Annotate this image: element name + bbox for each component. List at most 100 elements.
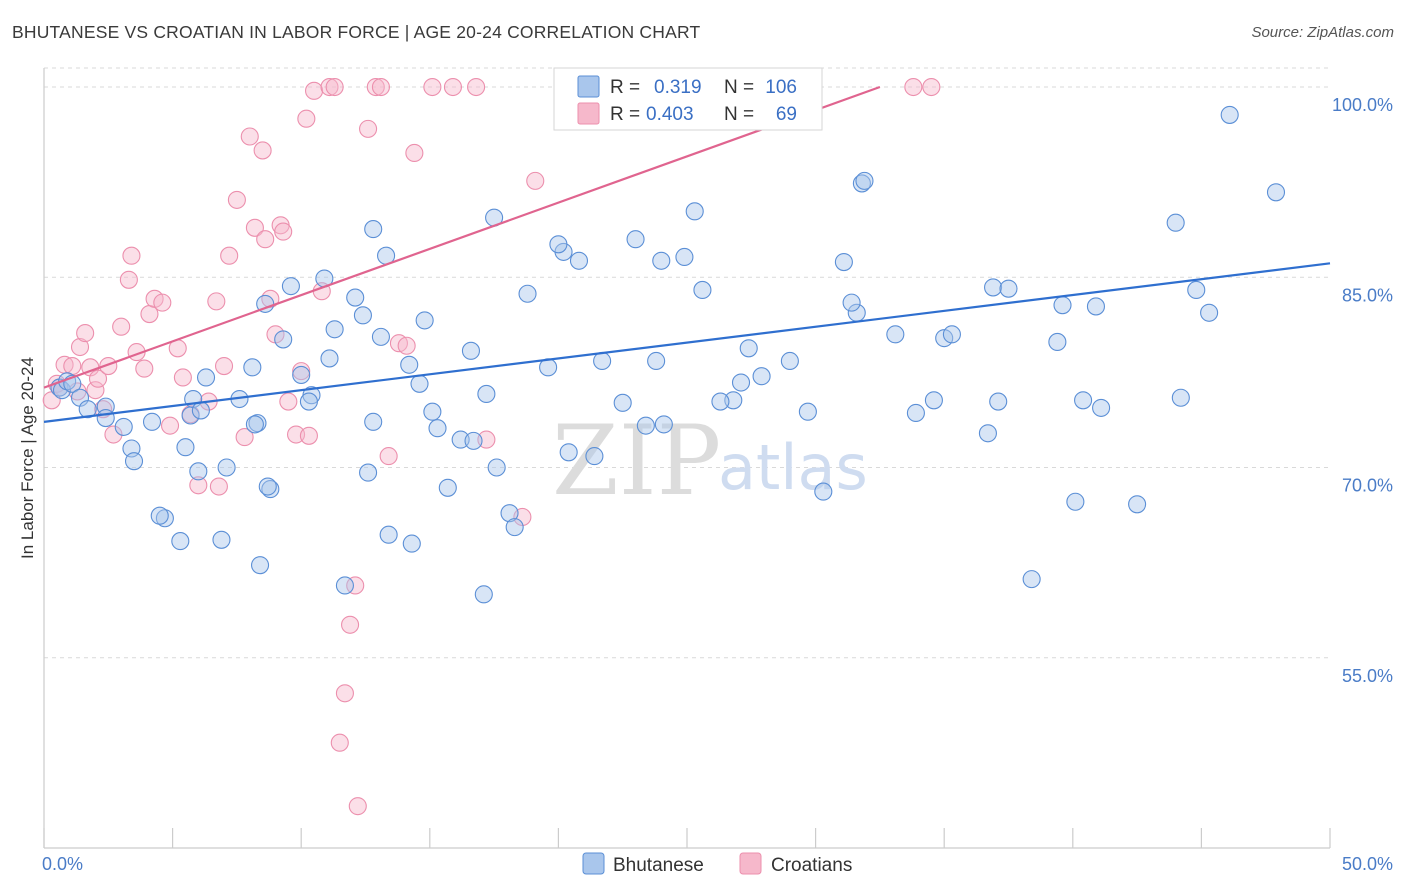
x-tick-labels: 0.0% 50.0%	[42, 854, 1393, 874]
croatians-point	[173, 368, 192, 387]
x-tick-marks	[43, 828, 1331, 848]
bhutanese-point	[924, 391, 943, 410]
bhutanese-point	[261, 480, 280, 499]
bhutanese-point	[274, 330, 293, 349]
croatians-point	[112, 317, 131, 336]
bhutanese-point	[78, 400, 97, 419]
bhutanese-point	[335, 576, 354, 595]
legend-n-value: 69	[776, 104, 797, 125]
bhutanese-point	[400, 355, 419, 374]
bhutanese-point	[364, 412, 383, 431]
y-axis-label: In Labor Force | Age 20-24	[18, 357, 37, 559]
bhutanese-point	[243, 358, 262, 377]
bhutanese-point	[724, 391, 743, 410]
croatians-point	[397, 336, 416, 355]
bottom-legend-swatch-bhutanese	[582, 852, 605, 875]
bhutanese-point	[814, 482, 833, 501]
bhutanese-point	[647, 351, 666, 371]
croatians-point	[305, 81, 324, 100]
croatians-point	[279, 392, 298, 411]
croatians-point	[227, 190, 246, 209]
bhutanese-point	[196, 368, 216, 387]
croatians-point	[320, 77, 339, 97]
bhutanese-point	[984, 278, 1003, 297]
bhutanese-point	[1086, 297, 1105, 316]
croatians-point	[297, 109, 316, 128]
croatians-point	[253, 141, 272, 160]
bhutanese-point	[675, 247, 694, 267]
bhutanese-point	[1266, 183, 1286, 202]
bhutanese-point	[855, 171, 874, 190]
bhutanese-point	[464, 431, 483, 450]
bhutanese-point	[652, 251, 671, 270]
y-tick-label: 70.0%	[1342, 476, 1393, 496]
bhutanese-point	[1092, 398, 1111, 417]
series-legend: Bhutanese Croatians	[582, 852, 852, 876]
bhutanese-point	[299, 392, 318, 411]
bhutanese-point	[593, 351, 612, 371]
croatians-point	[135, 359, 154, 378]
bhutanese-point	[461, 341, 481, 360]
bhutanese-point	[402, 534, 421, 553]
x-tick-label: 50.0%	[1342, 854, 1393, 874]
croatians-points	[42, 77, 941, 816]
croatians-point	[292, 362, 311, 381]
bhutanese-point	[124, 452, 144, 471]
bhutanese-point	[155, 509, 174, 528]
bhutanese-point	[693, 280, 712, 300]
watermark: ZIP atlas	[552, 405, 868, 517]
croatians-point	[922, 77, 941, 97]
croatians-point	[348, 797, 367, 816]
bhutanese-point	[505, 518, 524, 537]
x-tick-label: 0.0%	[42, 854, 83, 874]
croatians-point	[346, 576, 365, 595]
legend-swatch-bhutanese	[577, 75, 600, 98]
croatians-point	[189, 476, 208, 495]
legend-n-value: 106	[765, 77, 797, 98]
croatians-point	[379, 447, 398, 466]
croatians-point	[443, 77, 462, 97]
watermark-zip: ZIP	[552, 405, 721, 517]
bhutanese-point	[325, 320, 344, 339]
bhutanese-point	[258, 477, 277, 496]
bhutanese-point	[978, 424, 997, 443]
bhutanese-point	[438, 478, 457, 497]
bhutanese-point	[1074, 391, 1093, 410]
croatians-point	[274, 222, 293, 241]
croatians-point	[63, 356, 82, 376]
bottom-legend-croatians: Croatians	[771, 855, 852, 876]
croatians-point	[76, 324, 95, 343]
bhutanese-point	[217, 458, 236, 477]
source-label: Source: ZipAtlas.com	[1251, 24, 1394, 41]
bhutanese-point	[559, 443, 578, 462]
bhutanese-point	[636, 416, 655, 435]
croatians-point	[122, 246, 141, 265]
bhutanese-point	[1187, 280, 1206, 300]
bhutanese-point	[428, 419, 447, 438]
bhutanese-point	[353, 306, 372, 325]
bhutanese-point	[176, 438, 195, 457]
bhutanese-point	[1053, 296, 1072, 315]
bhutanese-point	[150, 506, 169, 525]
croatians-point	[220, 246, 239, 265]
legend-r-value: 0.319	[654, 77, 702, 98]
y-tick-label: 100.0%	[1332, 95, 1393, 115]
croatians-point	[371, 77, 390, 97]
bhutanese-point	[1171, 388, 1190, 407]
chart-title: BHUTANESE VS CROATIAN IN LABOR FORCE | A…	[12, 22, 701, 42]
bhutanese-point	[752, 367, 771, 386]
croatians-point	[325, 77, 344, 97]
bhutanese-point	[1220, 105, 1239, 124]
croatians-point	[119, 270, 138, 289]
bhutanese-point	[142, 412, 162, 431]
bhutanese-point	[711, 392, 730, 411]
bhutanese-point	[364, 220, 383, 239]
bhutanese-trend-line	[43, 262, 1331, 423]
bhutanese-point	[780, 351, 799, 371]
croatians-point	[341, 615, 360, 634]
croatians-point	[207, 292, 226, 311]
bhutanese-point	[212, 530, 231, 549]
croatians-point	[245, 218, 264, 237]
bhutanese-point	[906, 403, 925, 423]
